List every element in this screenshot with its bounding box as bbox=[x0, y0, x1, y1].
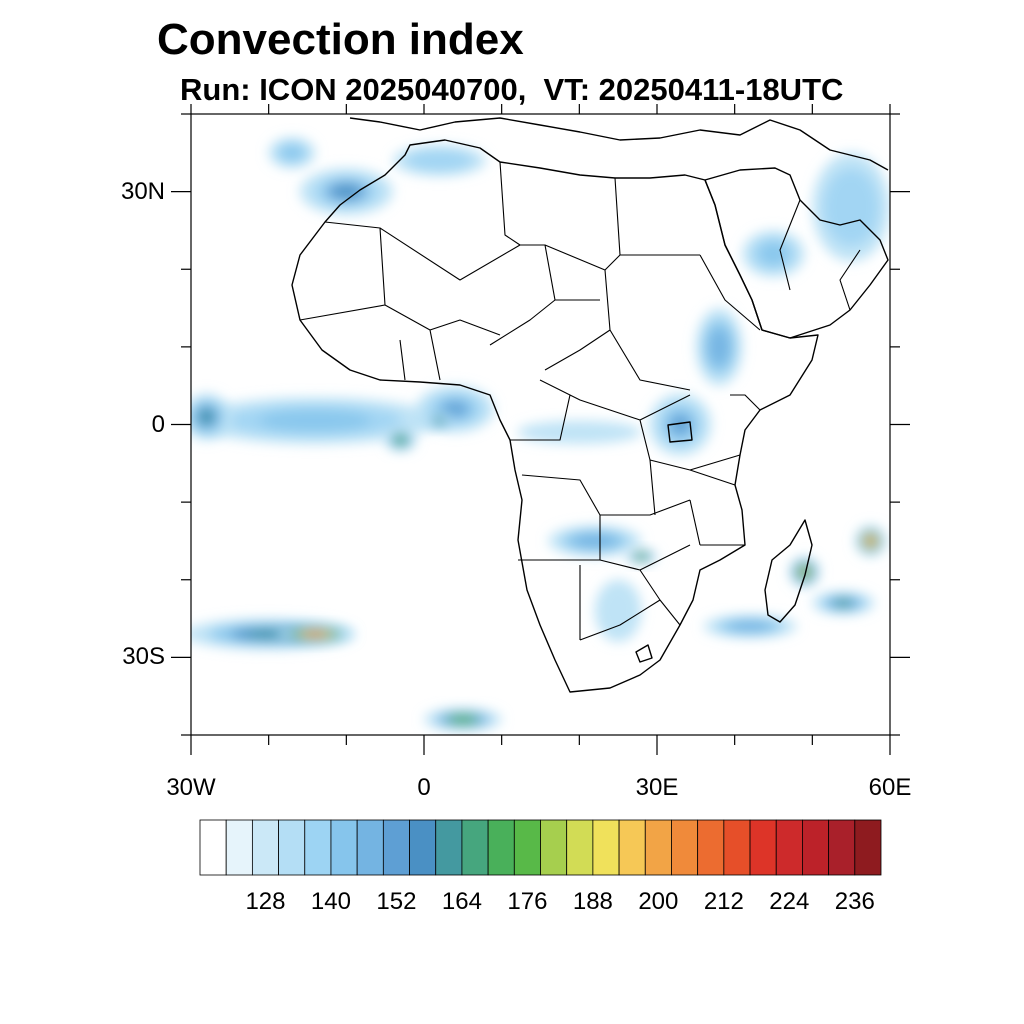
colorbar-box bbox=[382, 819, 410, 876]
plot-title: Convection index bbox=[157, 15, 524, 64]
field-zambia-core bbox=[625, 548, 657, 565]
colorbar-box bbox=[278, 819, 306, 876]
field-contour bbox=[823, 169, 879, 246]
field-atlantic-core bbox=[385, 428, 417, 452]
field-persian-gulf bbox=[812, 152, 890, 262]
field-angola-zambia bbox=[548, 525, 642, 557]
colorbar-box bbox=[828, 819, 856, 876]
colorbar-box bbox=[513, 819, 541, 876]
field-gulf-guinea-core bbox=[427, 412, 452, 429]
colorbar-box bbox=[697, 819, 725, 876]
lesotho bbox=[635, 644, 653, 663]
colorbar-box bbox=[566, 819, 594, 876]
colorbar-box bbox=[304, 819, 332, 876]
colorbar-box bbox=[487, 819, 515, 876]
field-contour bbox=[281, 145, 303, 160]
field-contour bbox=[594, 579, 642, 642]
field-south-atlantic-core bbox=[276, 624, 355, 644]
y-tick-label: 30S bbox=[122, 643, 165, 671]
colorbar-box bbox=[644, 819, 672, 876]
field-atlantic-west bbox=[191, 393, 230, 441]
colorbar-box bbox=[671, 819, 699, 876]
field-contour bbox=[305, 631, 325, 637]
colorbar-box bbox=[592, 819, 620, 876]
colorbar-box bbox=[409, 819, 437, 876]
colorbar-box bbox=[461, 819, 489, 876]
border-lines bbox=[299, 161, 861, 641]
field-contour bbox=[436, 418, 443, 423]
field-madagascar bbox=[789, 556, 821, 588]
field-arabia bbox=[742, 230, 805, 278]
colorbar-label: 188 bbox=[572, 888, 613, 915]
y-tick-label: 0 bbox=[151, 410, 165, 438]
colorbar-box bbox=[540, 819, 568, 876]
field-southern-africa bbox=[594, 579, 642, 642]
colorbar-box bbox=[225, 819, 253, 876]
field-contour bbox=[637, 554, 646, 559]
field-contour bbox=[729, 621, 772, 632]
field-contour bbox=[200, 410, 213, 423]
field-contour bbox=[866, 537, 875, 545]
colorbar-box bbox=[330, 819, 358, 876]
axis-ticks bbox=[171, 104, 910, 755]
x-tick-label: 30W bbox=[166, 774, 216, 801]
field-contour bbox=[259, 410, 372, 432]
colorbar-box bbox=[749, 819, 777, 876]
madagascar-coastline bbox=[764, 519, 813, 623]
field-contour bbox=[672, 416, 689, 433]
field-mozambique-channel bbox=[703, 614, 797, 638]
mediterranean-north-coast bbox=[349, 117, 889, 171]
colorbar-box bbox=[854, 819, 882, 876]
field-congo-band bbox=[517, 420, 642, 444]
field-contour bbox=[453, 716, 473, 723]
colorbar-box bbox=[802, 819, 830, 876]
field-contour bbox=[445, 403, 465, 415]
convection-fields bbox=[191, 137, 890, 732]
field-cyclone bbox=[855, 525, 887, 557]
colorbar-box bbox=[356, 819, 384, 876]
colorbar-label: 236 bbox=[834, 888, 875, 915]
field-contour bbox=[708, 329, 730, 365]
colorbar-box bbox=[435, 819, 463, 876]
colorbar-box bbox=[618, 819, 646, 876]
x-tick-label: 30E bbox=[635, 774, 679, 801]
colorbar-label: 176 bbox=[507, 888, 548, 915]
field-contour bbox=[406, 149, 473, 172]
colorbar-box bbox=[723, 819, 751, 876]
colorbar-label: 140 bbox=[310, 888, 351, 915]
colorbar-box bbox=[251, 819, 279, 876]
country-borders bbox=[291, 117, 889, 693]
field-south-atlantic-front-2 bbox=[424, 707, 502, 732]
colorbar-label: 152 bbox=[376, 888, 417, 915]
colorbar-label: 164 bbox=[441, 888, 482, 915]
field-contour bbox=[573, 533, 616, 548]
field-contour bbox=[835, 600, 852, 606]
colorbar-label: 128 bbox=[245, 888, 286, 915]
arabia-coastline bbox=[704, 167, 889, 339]
field-algeria bbox=[392, 145, 487, 177]
x-tick-label: 0 bbox=[417, 774, 431, 801]
field-contour bbox=[396, 437, 405, 443]
colorbar-label: 212 bbox=[703, 888, 744, 915]
field-east-atlantic-north bbox=[268, 137, 316, 169]
field-contour bbox=[517, 420, 642, 444]
field-contour bbox=[334, 185, 358, 198]
lake-victoria bbox=[667, 421, 693, 443]
colorbar-label: 224 bbox=[769, 888, 810, 915]
colorbar-box bbox=[775, 819, 803, 876]
field-itcz-atlantic bbox=[191, 397, 440, 444]
x-tick-label: 60E bbox=[868, 774, 912, 801]
plot-subtitle: Run: ICON 2025040700, VT: 20250411-18UTC bbox=[180, 72, 844, 107]
field-ethiopia bbox=[695, 308, 743, 386]
colorbar-label: 200 bbox=[638, 888, 679, 915]
field-morocco bbox=[299, 168, 393, 215]
field-madagascar-tail bbox=[812, 591, 875, 615]
y-tick-label: 30N bbox=[120, 177, 165, 205]
colorbar-box bbox=[199, 819, 227, 876]
